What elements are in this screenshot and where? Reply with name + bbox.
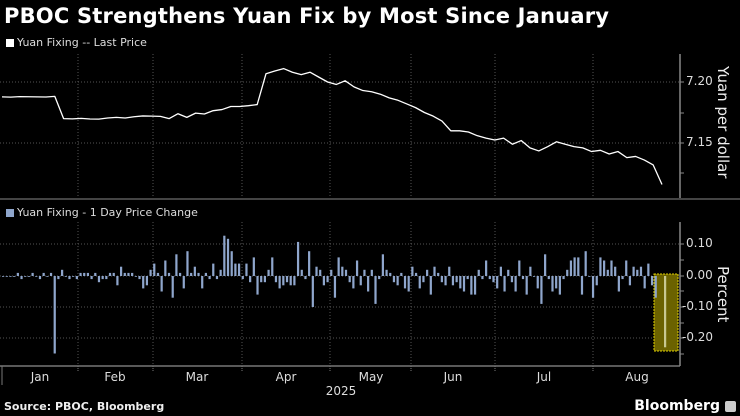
- y-axis-label-top: Yuan per dollar: [714, 66, 732, 179]
- x-tick-apr: Apr: [275, 370, 297, 384]
- legend-last-price: Yuan Fixing -- Last Price: [6, 36, 147, 49]
- x-tick-may: May: [358, 370, 384, 384]
- y-tick-neg0.20: -0.20: [682, 330, 714, 344]
- source-note: Source: PBOC, Bloomberg: [4, 400, 165, 413]
- x-tick-jul: Jul: [536, 370, 552, 384]
- x-tick-jan: Jan: [30, 370, 50, 384]
- legend-swatch-blue: [6, 208, 14, 217]
- y-axis-label-bottom: Percent: [714, 266, 732, 323]
- bloomberg-chart-icon: [725, 401, 736, 412]
- y-tick-neg0.10: -0.10: [682, 299, 714, 313]
- x-tick-mar: Mar: [185, 370, 209, 384]
- y-tick-0.10: 0.10: [686, 236, 713, 250]
- legend-price-change: Yuan Fixing - 1 Day Price Change: [6, 206, 198, 219]
- legend-label: Yuan Fixing - 1 Day Price Change: [17, 206, 198, 219]
- legend-swatch-white: [6, 38, 14, 47]
- bloomberg-logo: Bloomberg: [634, 398, 720, 414]
- x-tick-jun: Jun: [443, 370, 463, 384]
- chart-title: PBOC Strengthens Yuan Fix by Most Since …: [4, 4, 610, 28]
- x-tick-aug: Aug: [625, 370, 649, 384]
- y-tick-7.20: 7.20: [686, 74, 713, 88]
- y-tick-0.00: 0.00: [686, 268, 713, 282]
- x-tick-feb: Feb: [104, 370, 126, 384]
- legend-label: Yuan Fixing -- Last Price: [17, 36, 147, 49]
- y-tick-7.15: 7.15: [686, 135, 713, 149]
- x-axis-year: 2025: [325, 384, 357, 398]
